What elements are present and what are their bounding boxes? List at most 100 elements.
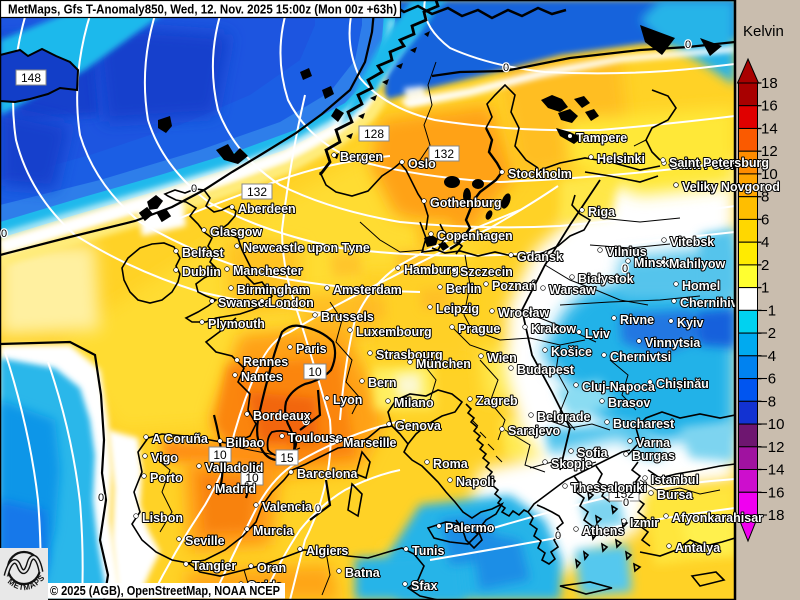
svg-text:Brussels: Brussels: [321, 310, 374, 324]
svg-text:Wien: Wien: [487, 351, 517, 365]
svg-text:Amsterdam: Amsterdam: [333, 283, 402, 297]
svg-text:Roma: Roma: [433, 457, 469, 471]
svg-text:0: 0: [503, 62, 509, 74]
svg-text:Porto: Porto: [150, 471, 183, 485]
svg-text:Kelvin: Kelvin: [743, 23, 784, 40]
svg-text:Valencia: Valencia: [262, 500, 313, 514]
svg-text:Košice: Košice: [551, 345, 592, 359]
svg-text:Riga: Riga: [588, 205, 616, 219]
svg-text:Afyonkarahisar: Afyonkarahisar: [672, 511, 763, 525]
svg-text:Vinnytsia: Vinnytsia: [645, 336, 701, 350]
svg-text:Lisbon: Lisbon: [142, 511, 183, 525]
svg-text:15: 15: [280, 451, 294, 465]
svg-text:Kyiv: Kyiv: [677, 316, 703, 330]
svg-text:−14: −14: [759, 462, 784, 479]
svg-text:Strasbourg: Strasbourg: [376, 348, 443, 362]
svg-text:Poznań: Poznań: [492, 279, 536, 293]
svg-text:Gdańsk: Gdańsk: [517, 250, 563, 264]
svg-text:Plymouth: Plymouth: [208, 317, 265, 331]
svg-text:10: 10: [308, 365, 322, 379]
svg-text:Bordeaux: Bordeaux: [253, 409, 311, 423]
svg-text:Genova: Genova: [395, 419, 442, 433]
svg-text:Vilnius: Vilnius: [606, 245, 647, 259]
svg-text:Mahilyow: Mahilyow: [669, 257, 726, 271]
svg-text:Antalya: Antalya: [675, 541, 721, 555]
svg-text:Thessaloniki: Thessaloniki: [571, 481, 647, 495]
svg-text:Sarajevo: Sarajevo: [508, 424, 560, 438]
svg-text:Chernivtsi: Chernivtsi: [610, 350, 671, 364]
svg-text:A Coruña: A Coruña: [152, 432, 209, 446]
svg-text:Burgas: Burgas: [632, 449, 675, 463]
svg-text:Brasov: Brasov: [608, 396, 650, 410]
svg-text:Belfast: Belfast: [182, 246, 225, 260]
svg-text:Helsinki: Helsinki: [597, 152, 645, 166]
svg-text:128: 128: [364, 127, 384, 141]
svg-text:148: 148: [21, 71, 41, 85]
svg-text:Napoli: Napoli: [456, 475, 494, 489]
svg-text:Cluj-Napoca: Cluj-Napoca: [582, 380, 656, 394]
svg-text:0: 0: [303, 415, 309, 427]
svg-text:Glasgow: Glasgow: [210, 225, 262, 239]
svg-text:Gothenburg: Gothenburg: [430, 196, 502, 210]
svg-text:8: 8: [761, 189, 769, 206]
svg-text:0: 0: [191, 183, 197, 195]
svg-text:Skopje: Skopje: [551, 457, 592, 471]
svg-text:Newcastle upon Tyne: Newcastle upon Tyne: [243, 241, 370, 255]
svg-text:2: 2: [761, 257, 769, 274]
svg-text:16: 16: [761, 98, 778, 115]
svg-text:Luxembourg: Luxembourg: [356, 325, 432, 339]
svg-text:Athens: Athens: [582, 524, 624, 538]
svg-text:Białystok: Białystok: [578, 272, 634, 286]
svg-text:10: 10: [245, 471, 259, 485]
svg-text:Warsaw: Warsaw: [549, 283, 596, 297]
svg-text:Bursa: Bursa: [657, 488, 693, 502]
svg-text:Barcelona: Barcelona: [297, 467, 358, 481]
svg-text:Paris: Paris: [296, 342, 327, 356]
svg-text:Istanbul: Istanbul: [651, 473, 699, 487]
svg-text:Algiers: Algiers: [306, 544, 348, 558]
svg-text:Tunis: Tunis: [412, 544, 444, 558]
svg-text:Homel: Homel: [682, 279, 720, 293]
svg-text:Manchester: Manchester: [233, 264, 303, 278]
svg-text:Lviv: Lviv: [585, 327, 610, 341]
svg-text:Oran: Oran: [257, 561, 286, 575]
svg-text:12: 12: [761, 143, 778, 160]
svg-text:Batna: Batna: [345, 566, 381, 580]
svg-text:0: 0: [622, 263, 628, 275]
svg-text:© 2025 (AGB), OpenStreetMap, N: © 2025 (AGB), OpenStreetMap, NOAA NCEP: [50, 583, 280, 598]
svg-text:132: 132: [434, 147, 454, 161]
svg-text:Marseille: Marseille: [343, 436, 397, 450]
svg-text:Madrid: Madrid: [215, 482, 256, 496]
svg-text:−18: −18: [759, 507, 784, 524]
svg-text:Berlin: Berlin: [446, 282, 481, 296]
svg-text:Vitebsk: Vitebsk: [670, 235, 714, 249]
svg-text:Budapest: Budapest: [517, 363, 575, 377]
svg-text:Swansea: Swansea: [218, 296, 273, 310]
svg-text:Chișinău: Chișinău: [656, 377, 709, 391]
svg-text:Bucharest: Bucharest: [613, 417, 675, 431]
svg-text:Sfax: Sfax: [411, 579, 437, 593]
svg-text:Aberdeen: Aberdeen: [238, 202, 296, 216]
svg-text:14: 14: [761, 121, 778, 138]
svg-text:152: 152: [614, 487, 634, 501]
svg-text:−12: −12: [759, 439, 784, 456]
svg-text:Palermo: Palermo: [445, 521, 495, 535]
svg-text:Saint Petersburg: Saint Petersburg: [669, 156, 769, 170]
svg-text:0: 0: [685, 39, 691, 51]
svg-text:Zagreb: Zagreb: [476, 394, 518, 408]
svg-text:−1: −1: [759, 302, 776, 319]
svg-text:6: 6: [761, 211, 769, 228]
svg-text:Rennes: Rennes: [243, 355, 288, 369]
svg-text:Seville: Seville: [185, 534, 225, 548]
svg-text:Milano: Milano: [394, 396, 434, 410]
svg-text:Vigo: Vigo: [151, 451, 178, 465]
svg-text:Szczecin: Szczecin: [460, 265, 513, 279]
svg-text:Varna: Varna: [636, 436, 671, 450]
svg-text:10: 10: [213, 448, 227, 462]
svg-text:Tampere: Tampere: [576, 131, 627, 145]
svg-text:Bern: Bern: [368, 376, 396, 390]
svg-text:MetMaps, Gfs T-Anomaly850, Wed: MetMaps, Gfs T-Anomaly850, Wed, 12. Nov.…: [8, 2, 397, 17]
svg-text:−10: −10: [759, 416, 784, 433]
svg-text:London: London: [268, 296, 314, 310]
svg-text:18: 18: [761, 75, 778, 92]
